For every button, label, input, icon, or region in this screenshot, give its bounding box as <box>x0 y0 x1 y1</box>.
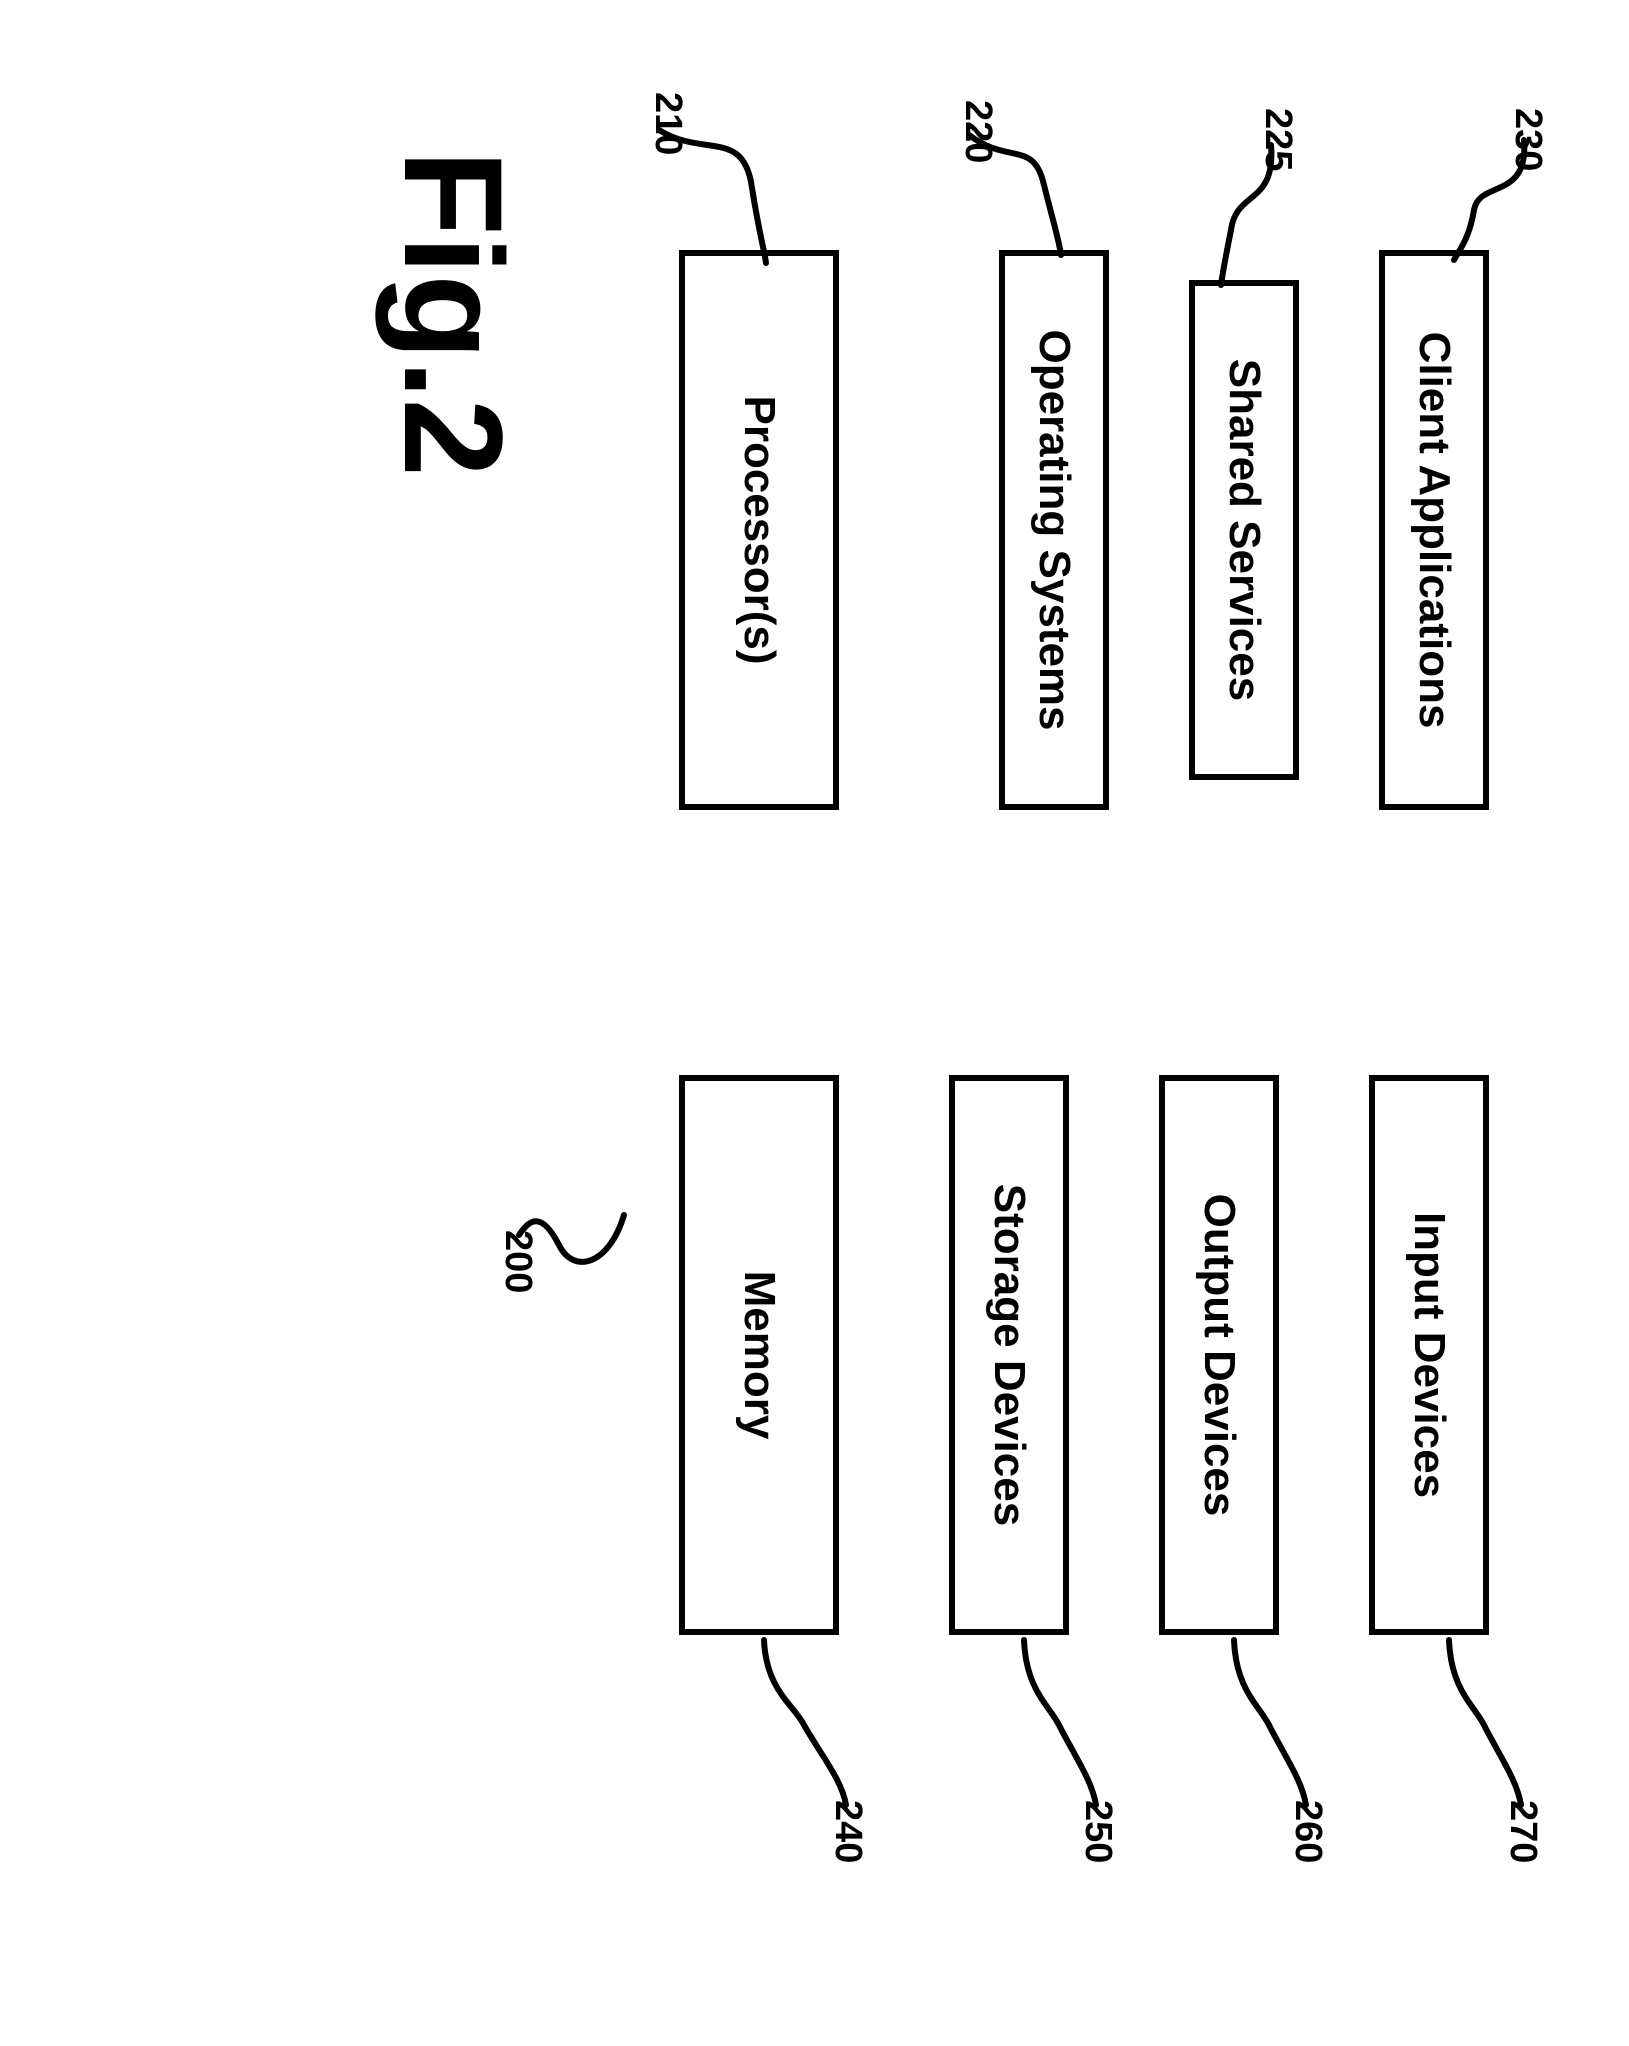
block-label: Client Applications <box>1409 332 1459 729</box>
block-label: Processor(s) <box>734 395 784 664</box>
block-processors: Processor(s) <box>679 250 839 810</box>
leader-line-240 <box>754 1635 854 1810</box>
rotated-layer: Client Applications Shared Services Oper… <box>0 0 1629 2046</box>
block-operating-systems: Operating Systems <box>999 250 1109 810</box>
figure-label: Fig.2 <box>372 150 534 477</box>
block-shared-services: Shared Services <box>1189 280 1299 780</box>
ref-label-220: 220 <box>956 100 999 163</box>
block-label: Shared Services <box>1219 359 1269 701</box>
block-label: Output Devices <box>1194 1194 1244 1517</box>
diagram-canvas: Client Applications Shared Services Oper… <box>0 0 1629 2046</box>
ref-label-270: 270 <box>1501 1800 1544 1863</box>
ref-label-240: 240 <box>826 1800 869 1863</box>
block-label: Input Devices <box>1404 1212 1454 1498</box>
leader-line-270 <box>1439 1635 1529 1810</box>
ref-label-225: 225 <box>1256 108 1299 171</box>
block-output-devices: Output Devices <box>1159 1075 1279 1635</box>
ref-label-230: 230 <box>1506 108 1549 171</box>
ref-label-250: 250 <box>1076 1800 1119 1863</box>
leader-line-260 <box>1224 1635 1314 1810</box>
ref-label-200: 200 <box>496 1230 539 1293</box>
block-client-applications: Client Applications <box>1379 250 1489 810</box>
ref-label-210: 210 <box>646 92 689 155</box>
block-storage-devices: Storage Devices <box>949 1075 1069 1635</box>
block-label: Storage Devices <box>984 1184 1034 1526</box>
leader-line-250 <box>1014 1635 1104 1810</box>
block-memory: Memory <box>679 1075 839 1635</box>
block-label: Operating Systems <box>1029 329 1079 730</box>
block-input-devices: Input Devices <box>1369 1075 1489 1635</box>
block-label: Memory <box>734 1271 784 1440</box>
ref-label-260: 260 <box>1286 1800 1329 1863</box>
